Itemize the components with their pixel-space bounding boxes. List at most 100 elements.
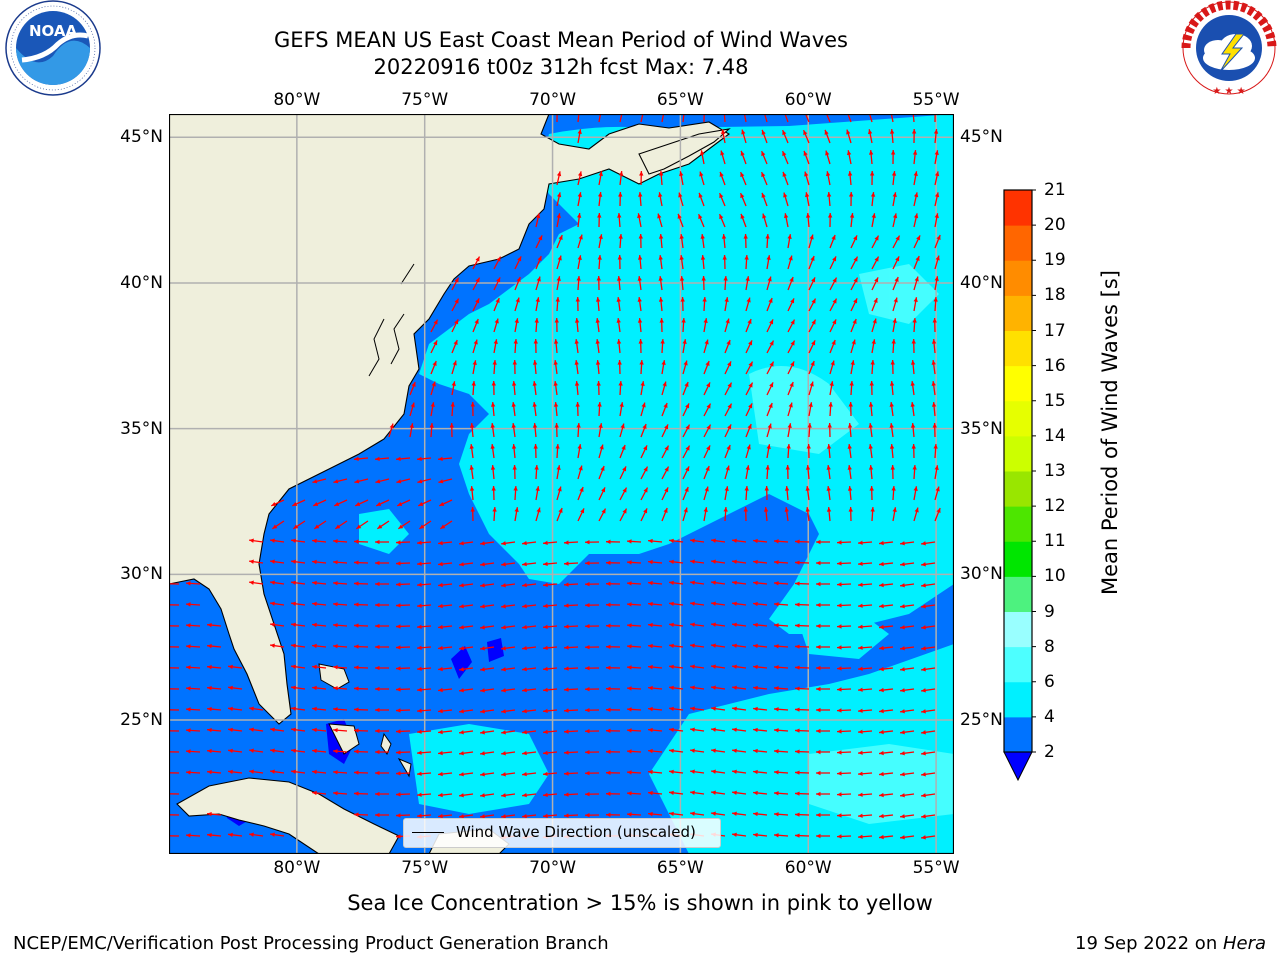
wave-arrow (745, 318, 752, 333)
wave-arrow (732, 832, 747, 837)
wave-arrow (829, 277, 838, 291)
wave-arrow (871, 339, 876, 354)
lat-tick-label-right: 25°N (960, 709, 1003, 730)
wave-arrow (648, 769, 663, 775)
wave-arrow (869, 170, 875, 186)
wave-arrow (711, 601, 726, 606)
wave-arrow (493, 256, 502, 270)
wave-arrow (682, 360, 688, 375)
wave-arrow (596, 275, 601, 291)
wave-arrow (753, 727, 768, 733)
wave-arrow (921, 709, 936, 714)
wave-arrow (450, 401, 455, 417)
wave-arrow (291, 559, 306, 564)
wave-arrow (416, 456, 432, 462)
wave-arrow (543, 645, 558, 651)
wave-arrow (638, 233, 643, 249)
wave-arrow (480, 772, 495, 777)
wave-arrow (836, 771, 852, 776)
wave-arrow (773, 770, 789, 775)
wave-arrow (291, 706, 306, 711)
wave-arrow (459, 793, 474, 798)
wave-arrow (921, 667, 936, 672)
wave-arrow (533, 338, 538, 354)
wave-arrow (574, 318, 580, 333)
wave-arrow (879, 645, 894, 651)
wave-arrow (563, 687, 579, 692)
wave-arrow (605, 623, 621, 628)
wave-arrow (661, 487, 669, 501)
wave-arrow (605, 581, 621, 586)
wave-arrow (761, 150, 768, 165)
wave-arrow (501, 667, 516, 672)
wave-arrow (794, 602, 810, 607)
wave-arrow (921, 730, 936, 735)
wave-arrow (669, 664, 684, 670)
wave-arrow (584, 750, 600, 755)
wave-arrow (724, 361, 732, 375)
wave-arrow (836, 834, 852, 839)
wave-arrow (535, 297, 540, 312)
wave-arrow (680, 296, 685, 312)
wave-arrow (512, 464, 517, 480)
wave-arrow (563, 582, 579, 587)
lat-tick-label-right: 40°N (960, 272, 1003, 293)
wave-arrow (270, 643, 285, 648)
wave-arrow (535, 255, 542, 270)
wave-arrow (333, 499, 348, 507)
wave-arrow (806, 443, 811, 459)
wave-arrow (773, 539, 789, 544)
wave-arrow (584, 792, 600, 797)
wave-arrow (857, 687, 873, 692)
wave-arrow (827, 212, 833, 228)
wave-arrow (374, 728, 390, 734)
wave-arrow (353, 665, 369, 670)
wave-arrow (563, 813, 579, 818)
wave-arrow (576, 422, 581, 438)
wave-arrow (931, 381, 936, 396)
wave-arrow (879, 666, 894, 672)
wave-arrow (921, 646, 936, 651)
wave-arrow (535, 507, 541, 522)
wave-arrow (313, 520, 327, 530)
wave-arrow (850, 339, 856, 354)
wave-arrow (332, 539, 348, 544)
colorbar-tick-label: 20 (1044, 215, 1066, 236)
wave-arrow (786, 443, 791, 459)
colorbar-segment (1004, 365, 1032, 402)
wave-arrow (658, 255, 663, 270)
wave-arrow (773, 791, 789, 796)
wave-arrow (658, 192, 663, 207)
wave-arrow (543, 708, 558, 714)
wave-arrow (889, 128, 895, 144)
wave-arrow (805, 212, 811, 228)
wave-arrow (794, 539, 810, 544)
wave-arrow (661, 114, 665, 123)
wave-arrow (522, 666, 537, 672)
wave-arrow (532, 360, 538, 375)
wave-arrow (857, 729, 873, 734)
wave-arrow (543, 666, 558, 672)
colorbar-segment (1004, 506, 1032, 542)
wave-arrow (395, 708, 411, 713)
wave-arrow (711, 685, 726, 690)
wave-arrow (913, 235, 921, 249)
wave-arrow (804, 171, 810, 186)
wave-arrow (794, 791, 810, 796)
colorbar-tick-label: 16 (1044, 355, 1066, 376)
wave-arrow (773, 728, 789, 733)
wave-arrow (743, 506, 748, 522)
wave-arrow (808, 298, 817, 312)
wave-arrow (535, 486, 540, 501)
wave-arrow (577, 444, 582, 459)
wave-arrow (469, 486, 475, 501)
wave-arrow (409, 402, 415, 417)
wave-arrow (626, 812, 642, 817)
wave-arrow (846, 129, 852, 144)
wave-arrow (648, 748, 663, 754)
wave-arrow (669, 790, 684, 796)
wave-arrow (438, 582, 453, 588)
wave-arrow (836, 687, 852, 692)
wave-arrow (879, 813, 894, 819)
wave-arrow (648, 664, 663, 670)
